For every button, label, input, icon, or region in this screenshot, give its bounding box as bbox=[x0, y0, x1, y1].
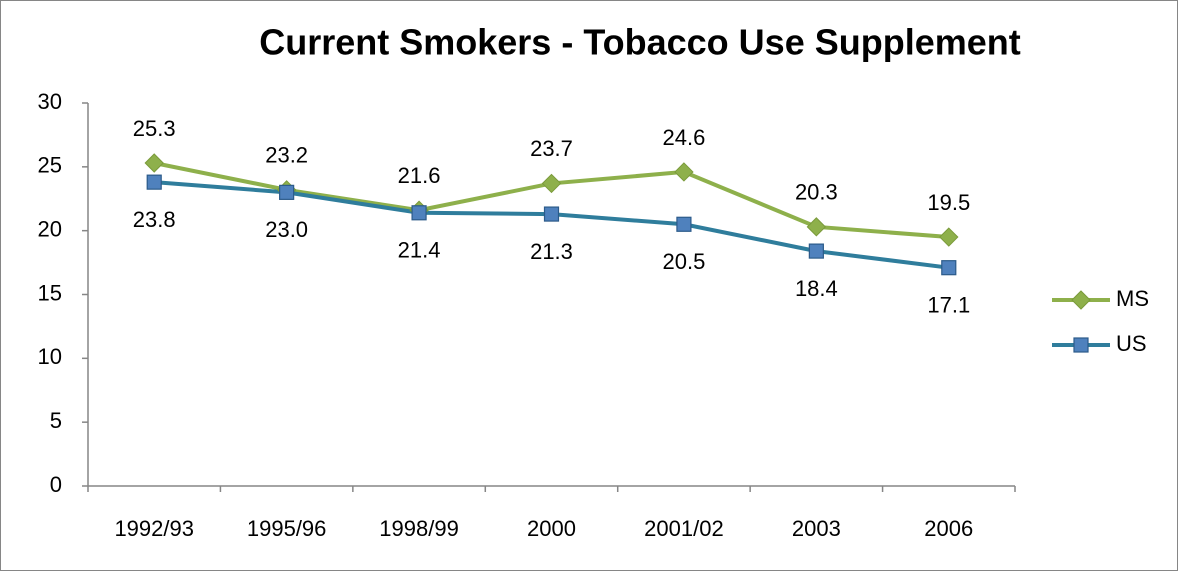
x-tick-label: 2000 bbox=[527, 516, 576, 541]
data-label: 23.2 bbox=[265, 143, 308, 168]
x-tick-label: 1998/99 bbox=[379, 516, 459, 541]
legend-label: MS bbox=[1116, 286, 1149, 311]
data-label: 23.7 bbox=[530, 136, 573, 161]
y-tick-label: 5 bbox=[50, 408, 62, 433]
x-tick-label: 2006 bbox=[924, 516, 973, 541]
series-marker bbox=[279, 184, 295, 200]
data-label: 20.5 bbox=[663, 249, 706, 274]
y-tick-label: 10 bbox=[38, 344, 62, 369]
series-marker bbox=[806, 217, 827, 237]
data-label: 24.6 bbox=[663, 125, 706, 150]
data-label: 23.0 bbox=[265, 217, 308, 242]
series-marker bbox=[541, 173, 562, 194]
legend-marker bbox=[1071, 290, 1091, 310]
series-marker bbox=[939, 227, 959, 247]
y-tick-label: 25 bbox=[38, 153, 62, 178]
x-tick-label: 2003 bbox=[792, 516, 841, 541]
data-label: 18.4 bbox=[795, 276, 838, 301]
legend-marker bbox=[1073, 337, 1089, 353]
chart-title: Current Smokers - Tobacco Use Supplement bbox=[259, 22, 1021, 63]
x-tick-label: 1995/96 bbox=[247, 516, 327, 541]
y-tick-label: 30 bbox=[38, 89, 62, 114]
data-label: 25.3 bbox=[133, 116, 176, 141]
data-label: 20.3 bbox=[795, 180, 838, 205]
x-tick-label: 1992/93 bbox=[114, 516, 194, 541]
data-label: 21.4 bbox=[398, 238, 441, 263]
series-marker bbox=[808, 243, 824, 259]
series-marker bbox=[411, 205, 427, 221]
data-label: 17.1 bbox=[927, 293, 970, 318]
y-tick-label: 20 bbox=[38, 216, 62, 241]
series-marker bbox=[144, 153, 164, 173]
data-label: 21.6 bbox=[398, 163, 441, 188]
y-tick-label: 15 bbox=[38, 280, 62, 305]
series-marker bbox=[676, 216, 692, 232]
series-marker bbox=[543, 206, 560, 222]
legend-label: US bbox=[1116, 331, 1147, 356]
x-tick-label: 2001/02 bbox=[644, 516, 724, 541]
data-label: 19.5 bbox=[927, 190, 970, 215]
data-label: 21.3 bbox=[530, 239, 573, 264]
y-tick-label: 0 bbox=[50, 472, 62, 497]
series-marker bbox=[146, 174, 162, 190]
data-label: 23.8 bbox=[133, 207, 176, 232]
series-marker bbox=[674, 162, 694, 182]
series-marker bbox=[941, 260, 957, 276]
